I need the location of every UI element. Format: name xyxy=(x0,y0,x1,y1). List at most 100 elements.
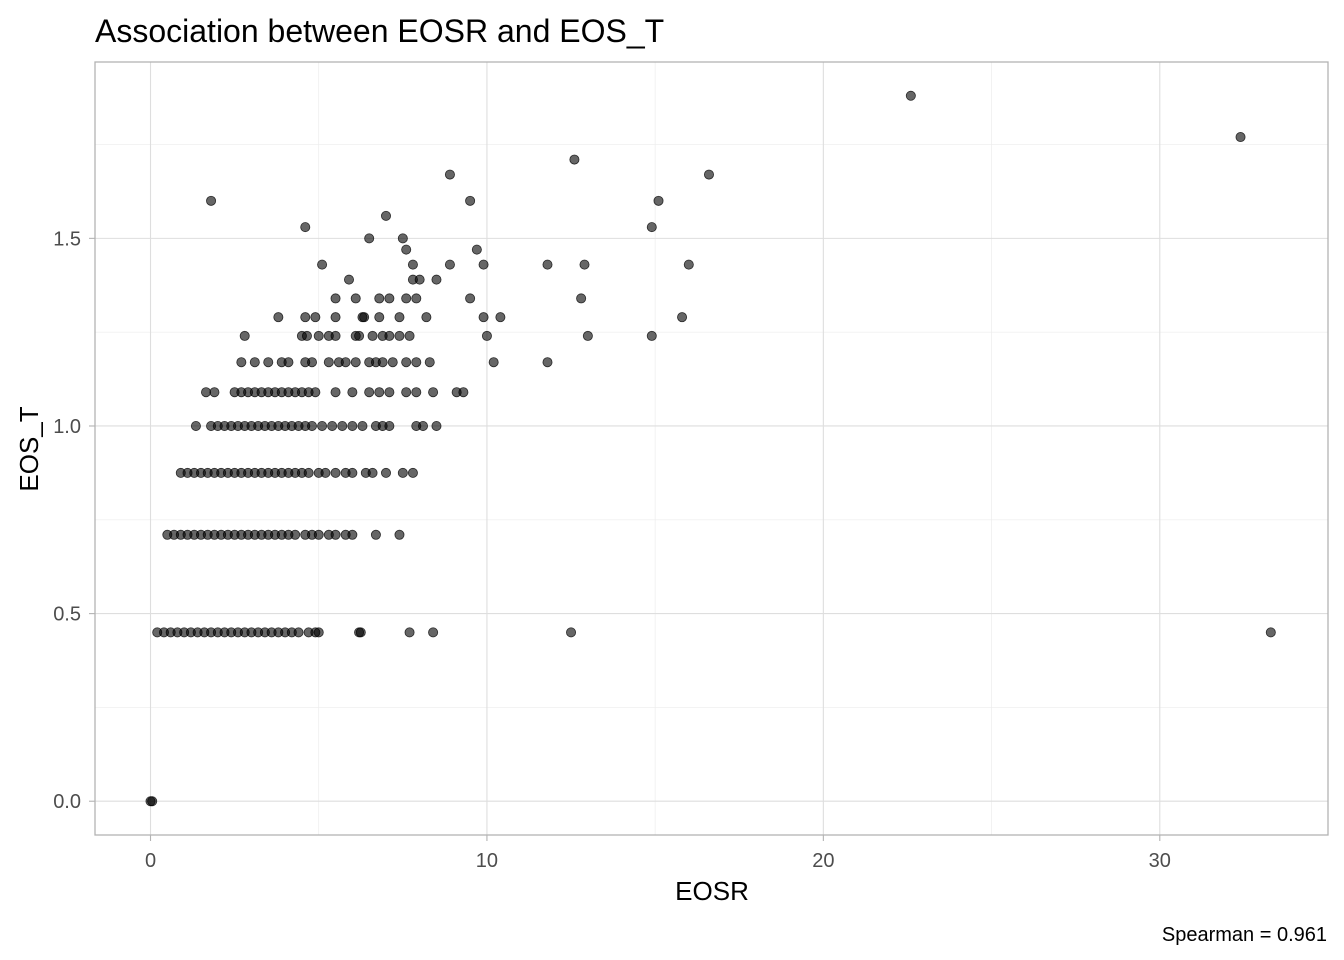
data-point xyxy=(542,259,553,270)
data-point xyxy=(421,312,432,323)
y-axis: 0.0 0.5 1.0 1.5 xyxy=(53,228,95,813)
data-point xyxy=(384,330,395,341)
data-point xyxy=(582,330,593,341)
data-point xyxy=(394,330,405,341)
panel-border xyxy=(94,61,1329,836)
data-point xyxy=(201,387,212,398)
data-point xyxy=(444,259,455,270)
data-point xyxy=(411,387,422,398)
data-point xyxy=(236,357,247,368)
data-point xyxy=(306,357,317,368)
data-point xyxy=(703,169,714,180)
data-point xyxy=(394,529,405,540)
data-point xyxy=(370,529,381,540)
x-tick-label: 20 xyxy=(812,850,834,872)
data-point xyxy=(306,420,317,431)
data-point xyxy=(401,293,412,304)
data-point xyxy=(381,210,392,221)
data-point xyxy=(313,627,324,638)
data-point xyxy=(300,222,311,233)
data-point xyxy=(310,312,321,323)
data-point xyxy=(1265,627,1276,638)
data-point xyxy=(313,529,324,540)
data-point xyxy=(428,387,439,398)
data-point xyxy=(478,312,489,323)
data-point xyxy=(340,357,351,368)
data-point xyxy=(239,330,250,341)
data-point xyxy=(347,529,358,540)
data-point xyxy=(317,259,328,270)
data-point xyxy=(347,387,358,398)
data-point xyxy=(290,529,301,540)
data-point xyxy=(397,233,408,244)
data-point xyxy=(569,154,580,165)
data-point xyxy=(374,387,385,398)
data-point xyxy=(481,330,492,341)
data-point xyxy=(273,312,284,323)
data-point xyxy=(330,387,341,398)
data-point xyxy=(465,195,476,206)
data-point xyxy=(384,293,395,304)
data-point xyxy=(263,357,274,368)
data-point xyxy=(471,244,482,255)
data-point xyxy=(542,357,553,368)
data-point xyxy=(249,357,260,368)
data-point xyxy=(347,420,358,431)
data-point xyxy=(488,357,499,368)
data-point xyxy=(209,387,220,398)
y-tick-label: 1.5 xyxy=(53,228,81,250)
data-point xyxy=(300,312,311,323)
data-point xyxy=(301,330,312,341)
data-point xyxy=(330,330,341,341)
spearman-caption: Spearman = 0.961 xyxy=(1162,924,1327,946)
data-point xyxy=(293,627,304,638)
x-tick-label: 0 xyxy=(145,850,156,872)
data-point xyxy=(418,420,429,431)
data-point xyxy=(404,330,415,341)
data-point xyxy=(367,467,378,478)
y-tick-label: 1.0 xyxy=(53,416,81,438)
data-point xyxy=(387,357,398,368)
data-point xyxy=(323,357,334,368)
data-point xyxy=(206,195,217,206)
data-point xyxy=(354,330,365,341)
data-point xyxy=(190,420,201,431)
y-tick-label: 0.0 xyxy=(53,791,81,813)
data-point xyxy=(407,467,418,478)
data-point xyxy=(458,387,469,398)
data-point xyxy=(905,90,916,101)
data-point xyxy=(377,357,388,368)
x-axis-label: EOSR xyxy=(675,876,749,906)
data-point xyxy=(431,420,442,431)
data-point xyxy=(364,233,375,244)
data-points xyxy=(145,90,1276,807)
data-point xyxy=(303,467,314,478)
data-point xyxy=(347,467,358,478)
data-point xyxy=(313,330,324,341)
data-point xyxy=(424,357,435,368)
data-point xyxy=(381,467,392,478)
data-point xyxy=(566,627,577,638)
data-point xyxy=(350,293,361,304)
data-point xyxy=(350,357,361,368)
data-point xyxy=(330,312,341,323)
data-point xyxy=(317,420,328,431)
data-point xyxy=(646,330,657,341)
data-point xyxy=(327,420,338,431)
data-point xyxy=(579,259,590,270)
data-point xyxy=(359,312,370,323)
data-point xyxy=(646,222,657,233)
data-point xyxy=(330,467,341,478)
data-point xyxy=(394,312,405,323)
data-point xyxy=(677,312,688,323)
data-point xyxy=(357,420,368,431)
grid-lines xyxy=(95,62,1329,835)
data-point xyxy=(411,357,422,368)
data-point xyxy=(478,259,489,270)
data-point xyxy=(404,627,415,638)
data-point xyxy=(1235,132,1246,143)
x-axis: 0 10 20 30 xyxy=(145,835,1171,872)
data-point xyxy=(407,259,418,270)
data-point xyxy=(576,293,587,304)
data-point xyxy=(374,312,385,323)
